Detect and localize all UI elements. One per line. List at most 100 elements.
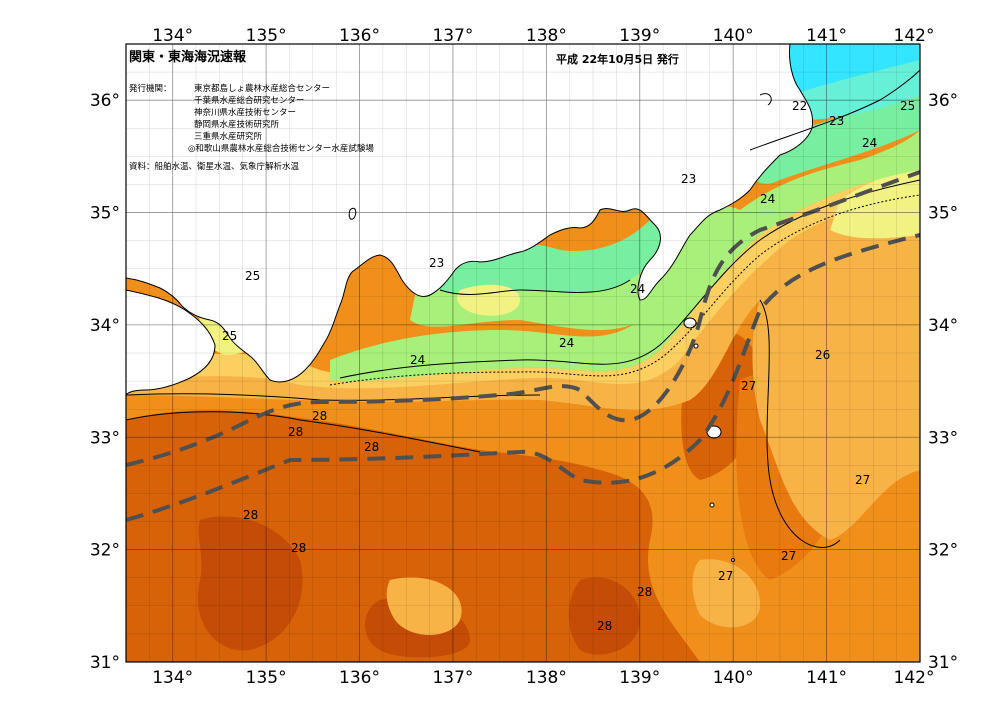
contour-label-24-central: 24 — [559, 336, 574, 350]
lon-label-top: 134° — [152, 26, 193, 46]
isotherm-23-ise — [439, 279, 631, 295]
lat-label-right: 31° — [928, 653, 958, 673]
isotherm-25 — [329, 194, 920, 386]
issue-date: 平成 22年10月5日 発行 — [556, 52, 679, 66]
latitude-labels-left: 36° 35° 34° 33° 32° 31° — [90, 91, 120, 673]
isotherm-23 — [749, 69, 920, 151]
contour-label-25-west-b: 25 — [222, 329, 237, 343]
contour-label-23-izu: 23 — [681, 172, 696, 186]
map-title: 関東・東海海況速報 — [129, 49, 247, 65]
sst-zone-26-sw — [386, 577, 462, 635]
contour-label-23-ise: 23 — [429, 256, 444, 270]
lon-label-top: 140° — [713, 26, 754, 46]
lat-label-left: 32° — [90, 541, 120, 561]
sst-zone-26-east — [752, 240, 920, 540]
sst-zone-26-coast — [126, 190, 920, 411]
longitude-labels-bottom: 134° 135° 136° 137° 138° 139° 140° 141° 142° — [152, 668, 934, 688]
land-sado — [348, 207, 357, 220]
contour-label-28-f: 28 — [637, 585, 652, 599]
contour-label-28-a: 28 — [312, 409, 327, 423]
contour-label-25-kanto: 25 — [900, 99, 915, 113]
contour-label-23-kanto: 23 — [829, 114, 844, 128]
lon-label-bottom: 136° — [339, 668, 380, 688]
lat-label-left: 33° — [90, 428, 120, 448]
contour-label-28-c: 28 — [364, 440, 379, 454]
latitude-labels-right: 36° 35° 34° 33° 32° 31° — [928, 91, 958, 673]
org-4: 静岡県水産技術研究所 — [194, 119, 280, 130]
kuroshio-north — [126, 170, 920, 467]
contour-label-27-b: 27 — [855, 473, 870, 487]
sst-zone-25-east — [830, 165, 920, 239]
lat-label-left: 31° — [90, 653, 120, 673]
contour-label-27-a: 27 — [741, 379, 756, 393]
header-block: 関東・東海海況速報 平成 22年10月5日 発行 発行機関： 東京都島しょ農林水… — [129, 49, 679, 172]
isotherm-28 — [126, 411, 481, 453]
land-shikoku — [126, 289, 216, 396]
org-6: ◎和歌山県農林水産総合技術センター水産試験場 — [188, 143, 374, 154]
contour-label-25-west-a: 25 — [245, 269, 260, 283]
sst-zone-23-kanto — [749, 72, 920, 184]
lon-label-bottom: 138° — [526, 668, 567, 688]
longitude-labels-top: 134° 135° 136° 137° 138° 139° 140° 141° 142° — [152, 26, 934, 46]
lon-label-top: 142° — [894, 26, 935, 46]
contour-label-22: 22 — [792, 99, 807, 113]
data-source: 資料：船舶水温、衛星水温、気象庁解析水温 — [129, 161, 300, 172]
graticule — [126, 44, 920, 662]
contour-label-24-kanto: 24 — [862, 136, 877, 150]
contour-value-labels: 22 23 24 25 23 24 23 24 24 24 25 25 26 2… — [222, 99, 915, 633]
lon-label-top: 139° — [619, 26, 660, 46]
lon-label-bottom: 139° — [619, 668, 660, 688]
map-frame — [125, 43, 921, 663]
contour-label-24-enshu: 24 — [630, 282, 645, 296]
org-5: 三重県水産研究所 — [194, 131, 263, 142]
org-heading: 発行機関： — [129, 83, 172, 94]
lat-label-right: 32° — [928, 541, 958, 561]
lon-label-top: 141° — [806, 26, 847, 46]
lon-label-top: 138° — [526, 26, 567, 46]
sst-zone-26-south — [692, 559, 760, 628]
contour-label-26-east: 26 — [815, 348, 830, 362]
sst-zone-23-ise — [440, 196, 700, 295]
contour-label-24-west: 24 — [410, 353, 425, 367]
contour-label-28-e: 28 — [291, 541, 306, 555]
sst-zone-24-coast — [330, 130, 920, 382]
land-small-island-3 — [731, 558, 735, 562]
lat-label-left: 36° — [90, 91, 120, 111]
sst-zone-29a — [197, 516, 303, 651]
contour-label-28-b: 28 — [288, 425, 303, 439]
org-2: 千葉県水産総合研究センター — [194, 95, 305, 106]
sst-zone-29d — [568, 577, 640, 655]
lon-label-bottom: 142° — [894, 668, 935, 688]
sst-zone-21-kanto — [788, 44, 920, 92]
lon-label-bottom: 135° — [246, 668, 287, 688]
lon-label-top: 137° — [432, 26, 473, 46]
kuroshio-axes — [126, 170, 920, 522]
org-1: 東京都島しょ農林水産総合センター — [194, 83, 330, 94]
lat-label-right: 36° — [928, 91, 958, 111]
kuroshio-south — [126, 233, 920, 522]
land-honshu — [126, 44, 814, 383]
lon-label-bottom: 134° — [152, 668, 193, 688]
land-notch — [759, 93, 772, 106]
isotherm-27-east — [759, 299, 841, 548]
land — [126, 44, 814, 562]
lon-label-top: 136° — [339, 26, 380, 46]
land-small-island-2 — [709, 502, 715, 508]
land-izu-oshima — [683, 317, 697, 329]
lat-label-left: 35° — [90, 204, 120, 224]
contour-label-28-g: 28 — [597, 619, 612, 633]
land-small-island-1 — [693, 343, 699, 349]
lat-label-right: 35° — [928, 204, 958, 224]
contour-label-24-sagami: 24 — [760, 192, 775, 206]
lon-label-bottom: 140° — [713, 668, 754, 688]
lat-label-right: 33° — [928, 428, 958, 448]
contour-label-28-d: 28 — [243, 508, 258, 522]
land-miyake — [706, 425, 722, 439]
lon-label-bottom: 137° — [432, 668, 473, 688]
org-3: 神奈川県水産技術センター — [194, 107, 296, 118]
lon-label-bottom: 141° — [806, 668, 847, 688]
lon-label-top: 135° — [246, 26, 287, 46]
lat-label-left: 34° — [90, 316, 120, 336]
lat-label-right: 34° — [928, 316, 958, 336]
